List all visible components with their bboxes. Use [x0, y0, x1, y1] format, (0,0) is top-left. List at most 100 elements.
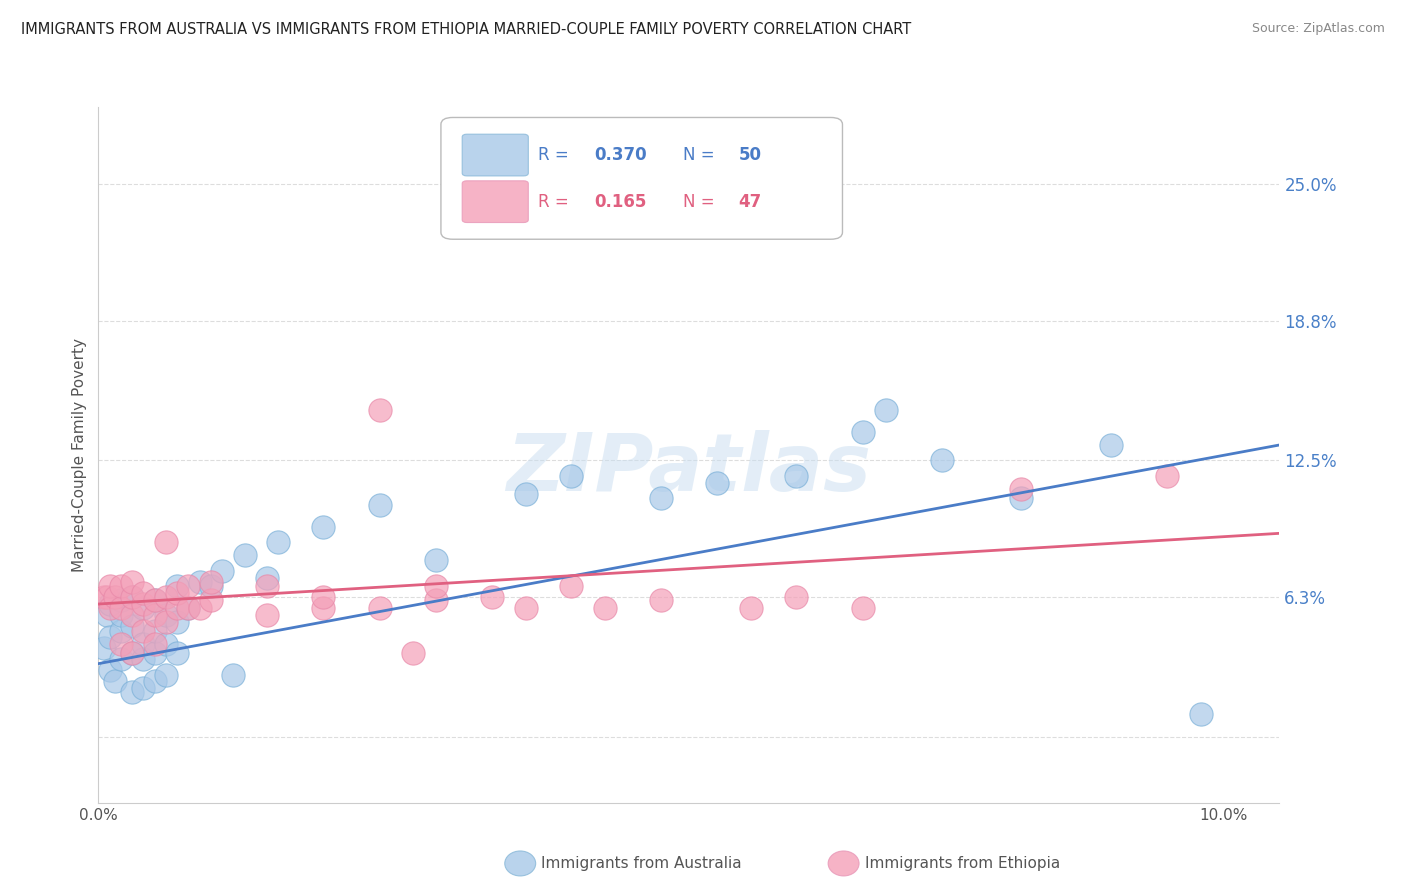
Point: [93, 641, 115, 656]
Point: [233, 549, 256, 563]
Point: [785, 591, 807, 605]
Point: [132, 586, 155, 600]
Point: [166, 646, 188, 660]
Text: 50: 50: [738, 146, 762, 164]
Point: [256, 579, 278, 593]
Point: [593, 601, 616, 615]
Point: [110, 601, 132, 615]
Point: [132, 624, 155, 638]
Point: [166, 615, 188, 629]
Point: [93, 591, 115, 605]
Point: [931, 453, 953, 467]
Point: [368, 498, 391, 512]
Point: [650, 592, 672, 607]
Point: [155, 535, 177, 549]
Point: [368, 402, 391, 417]
Point: [98, 597, 121, 611]
Point: [368, 601, 391, 615]
Point: [177, 601, 200, 615]
Point: [425, 579, 447, 593]
Point: [188, 601, 211, 615]
Point: [560, 469, 582, 483]
Point: [481, 591, 503, 605]
Text: Source: ZipAtlas.com: Source: ZipAtlas.com: [1251, 22, 1385, 36]
Point: [312, 591, 335, 605]
Point: [706, 475, 728, 490]
Point: [110, 579, 132, 593]
Point: [98, 601, 121, 615]
Point: [785, 469, 807, 483]
Point: [177, 601, 200, 615]
Point: [155, 615, 177, 629]
Point: [312, 601, 335, 615]
Point: [166, 601, 188, 615]
Point: [96, 591, 118, 605]
Text: N =: N =: [683, 193, 720, 211]
Point: [200, 579, 222, 593]
Point: [121, 646, 143, 660]
Text: R =: R =: [537, 146, 574, 164]
Y-axis label: Married-Couple Family Poverty: Married-Couple Family Poverty: [72, 338, 87, 572]
Point: [852, 601, 875, 615]
Point: [875, 402, 897, 417]
Point: [96, 608, 118, 623]
Point: [110, 652, 132, 666]
Point: [132, 652, 155, 666]
Point: [200, 592, 222, 607]
Point: [1156, 469, 1178, 483]
Point: [267, 535, 290, 549]
Point: [560, 579, 582, 593]
Point: [143, 592, 166, 607]
Point: [110, 608, 132, 623]
Point: [852, 425, 875, 439]
Point: [143, 592, 166, 607]
Point: [256, 570, 278, 584]
Point: [121, 685, 143, 699]
Point: [740, 601, 762, 615]
Point: [143, 624, 166, 638]
Point: [1189, 707, 1212, 722]
Point: [121, 608, 143, 623]
Point: [200, 574, 222, 589]
Point: [188, 574, 211, 589]
Point: [143, 646, 166, 660]
Point: [121, 619, 143, 633]
Point: [98, 579, 121, 593]
FancyBboxPatch shape: [441, 118, 842, 239]
Point: [166, 586, 188, 600]
Point: [515, 601, 537, 615]
Point: [425, 592, 447, 607]
Point: [256, 608, 278, 623]
Point: [121, 591, 143, 605]
Text: N =: N =: [683, 146, 720, 164]
Point: [110, 637, 132, 651]
Point: [1010, 491, 1032, 505]
Point: [1099, 438, 1122, 452]
FancyBboxPatch shape: [463, 181, 529, 222]
Text: Immigrants from Australia: Immigrants from Australia: [541, 856, 742, 871]
Point: [143, 674, 166, 689]
Point: [110, 592, 132, 607]
Point: [132, 597, 155, 611]
Text: Immigrants from Ethiopia: Immigrants from Ethiopia: [865, 856, 1060, 871]
FancyBboxPatch shape: [463, 134, 529, 176]
Point: [104, 674, 127, 689]
Text: ZIPatlas: ZIPatlas: [506, 430, 872, 508]
Point: [650, 491, 672, 505]
Point: [132, 681, 155, 695]
Point: [425, 553, 447, 567]
Point: [155, 608, 177, 623]
Text: 0.370: 0.370: [595, 146, 647, 164]
Text: IMMIGRANTS FROM AUSTRALIA VS IMMIGRANTS FROM ETHIOPIA MARRIED-COUPLE FAMILY POVE: IMMIGRANTS FROM AUSTRALIA VS IMMIGRANTS …: [21, 22, 911, 37]
Point: [143, 608, 166, 623]
Point: [98, 663, 121, 677]
Point: [121, 591, 143, 605]
Point: [211, 564, 233, 578]
Point: [515, 486, 537, 500]
Point: [155, 637, 177, 651]
Point: [177, 579, 200, 593]
Point: [121, 574, 143, 589]
Point: [1010, 482, 1032, 496]
Point: [222, 667, 245, 681]
Point: [402, 646, 425, 660]
